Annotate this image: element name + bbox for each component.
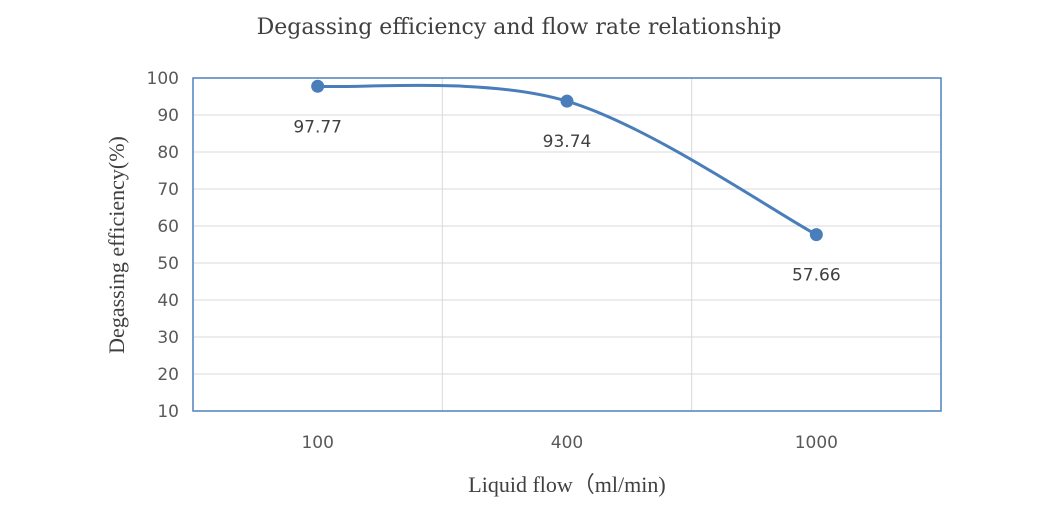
y-tick-labels: 10 20 30 40 50 60 70 80 90 100 (147, 69, 179, 422)
y-tick-label: 100 (147, 69, 179, 89)
data-points (311, 79, 823, 242)
x-tick-label: 400 (551, 433, 583, 453)
data-point (809, 228, 823, 242)
chart-title: Degassing efficiency and flow rate relat… (257, 15, 782, 40)
y-tick-label: 80 (157, 143, 179, 163)
x-tick-labels: 100 400 1000 (301, 433, 838, 453)
y-axis-label: Degassing efficiency(%) (104, 136, 129, 354)
series-line (317, 83, 818, 236)
data-point (311, 79, 325, 93)
y-tick-label: 20 (157, 365, 179, 385)
y-tick-label: 60 (157, 217, 179, 237)
grid-lines (193, 78, 941, 411)
data-labels: 97.77 93.74 57.66 (293, 117, 840, 285)
y-tick-label: 40 (157, 291, 179, 311)
x-tick-label: 1000 (795, 433, 838, 453)
plot-frame (192, 77, 942, 412)
data-label: 57.66 (792, 266, 841, 286)
y-tick-label: 10 (157, 402, 179, 422)
data-label: 97.77 (293, 117, 342, 137)
data-point (560, 94, 574, 108)
data-label: 93.74 (543, 132, 592, 152)
y-tick-label: 50 (157, 254, 179, 274)
x-axis-label: Liquid flow（ml/min) (468, 472, 665, 497)
y-tick-label: 30 (157, 328, 179, 348)
x-tick-label: 100 (301, 433, 333, 453)
y-tick-label: 90 (157, 106, 179, 126)
y-tick-label: 70 (157, 180, 179, 200)
